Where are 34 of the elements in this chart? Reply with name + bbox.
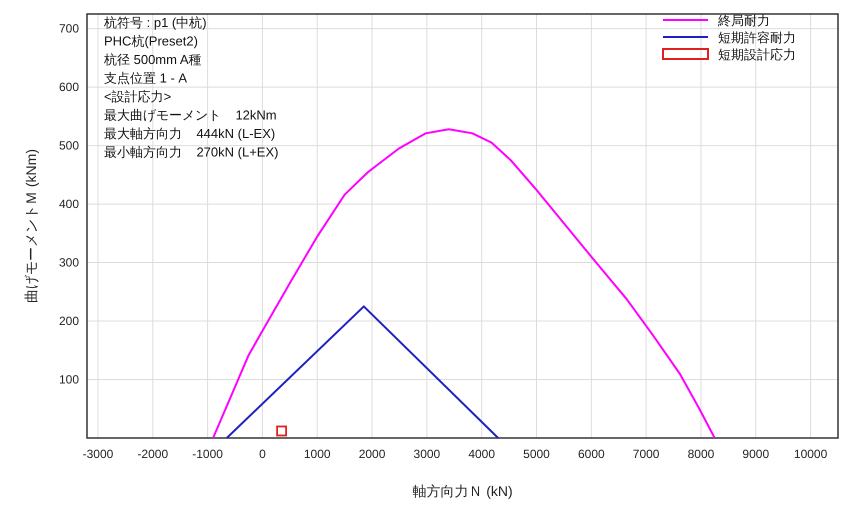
y-tick-label: 500 <box>58 138 80 153</box>
x-tick-label: -2000 <box>137 447 168 461</box>
x-tick-label: 0 <box>259 447 266 461</box>
annotation: 杭符号 : p1 (中杭) <box>103 15 207 30</box>
x-tick-label: 5000 <box>523 447 550 461</box>
x-tick-label: 7000 <box>632 447 660 461</box>
x-tick-label: 2000 <box>358 447 386 461</box>
legend-label: 短期設計応力 <box>718 47 796 62</box>
x-tick-label: 1000 <box>304 447 331 461</box>
annotation: 最大曲げモーメント 12kNm <box>104 108 277 122</box>
annotation: <設計応力> <box>104 89 172 104</box>
y-tick-label: 300 <box>58 256 80 270</box>
x-tick-label: 9000 <box>742 447 770 461</box>
annotation: 最大軸方向力 444kN (L-EX) <box>104 126 276 141</box>
annotation: 支点位置 1 - A <box>104 70 188 86</box>
x-tick-label: -1000 <box>192 447 224 461</box>
x-axis-title: 軸方向力Ｎ (kN) <box>412 483 513 499</box>
y-axis-title: 曲げモーメントＭ (kNm) <box>23 149 39 303</box>
x-tick-label: -3000 <box>82 447 114 461</box>
y-tick-label: 200 <box>58 314 80 328</box>
y-tick-label: 700 <box>58 22 80 36</box>
annotation: 最小軸方向力 270kN (L+EX) <box>104 144 278 160</box>
x-tick-label: 3000 <box>414 447 441 461</box>
y-tick-label: 600 <box>58 80 80 94</box>
legend-label: 短期許容耐力 <box>718 30 796 45</box>
annotation: PHC杭(Preset2) <box>104 34 198 48</box>
x-tick-label: 6000 <box>578 447 605 461</box>
annotation: 杭径 500mm A種 <box>103 52 202 67</box>
x-tick-label: 8000 <box>688 447 715 461</box>
y-tick-label: 400 <box>58 197 80 212</box>
y-tick-label: 100 <box>58 372 80 387</box>
x-tick-label: 4000 <box>468 447 496 461</box>
legend-label: 終局耐力 <box>717 13 770 28</box>
x-tick-label: 10000 <box>794 447 828 461</box>
